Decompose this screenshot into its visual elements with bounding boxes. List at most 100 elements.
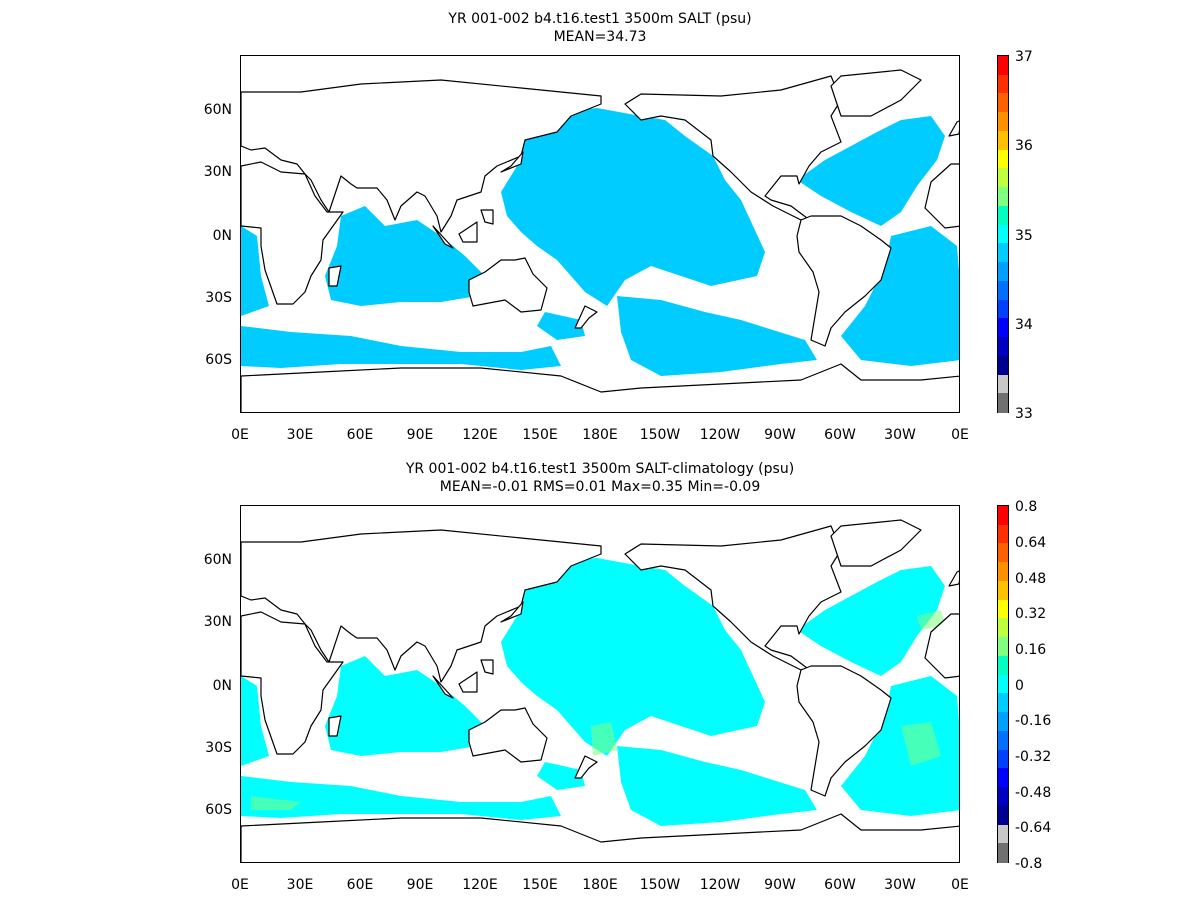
lat-label-60s: 60S	[205, 352, 232, 368]
colorbar-swatch	[998, 693, 1008, 713]
colorbar-swatch	[998, 93, 1008, 113]
ocean-basin-region	[841, 676, 959, 816]
lon-label: 150W	[639, 427, 681, 443]
lat-label-30s: 30S	[205, 290, 232, 306]
map-title: YR 001-002 b4.t16.test1 3500m SALT (psu)	[448, 11, 752, 27]
lon-label: 60E	[346, 427, 374, 443]
ocean-basin-region	[241, 226, 269, 316]
ocean-basin-region	[537, 762, 585, 790]
lon-label: 120E	[462, 427, 498, 443]
colorbar-label: 0.16	[1015, 642, 1047, 658]
coastline	[830, 519, 922, 567]
coastline	[500, 151, 524, 173]
colorbar-swatch	[998, 318, 1008, 338]
colorbar-swatch	[998, 768, 1008, 788]
lon-label: 180E	[582, 877, 618, 893]
continent-outlines	[241, 519, 959, 862]
colorbar-swatch	[998, 355, 1008, 376]
coastline	[432, 225, 454, 249]
coastline	[328, 265, 342, 287]
colorbar-label: -0.48	[1015, 785, 1052, 801]
colorbar-swatch	[998, 562, 1008, 582]
colorbar-swatch	[998, 243, 1008, 263]
lon-label: 30W	[884, 877, 916, 893]
lat-label-30n: 30N	[203, 164, 232, 180]
lon-label: 180E	[582, 427, 618, 443]
continent-outlines	[241, 69, 959, 412]
colorbar-swatch	[998, 730, 1008, 751]
ocean-basin-region	[241, 326, 561, 370]
colorbar-swatch	[998, 262, 1008, 282]
lon-label: 30E	[286, 427, 314, 443]
coastline	[458, 671, 478, 693]
lon-label: 120E	[462, 877, 498, 893]
colorbar-label: 0.32	[1015, 606, 1047, 622]
coastline	[241, 161, 344, 305]
colorbar-label: -0.32	[1015, 749, 1052, 765]
world-map-plot	[240, 55, 960, 413]
colorbar-label: 0.48	[1015, 571, 1047, 587]
salinity-map-panel: YR 001-002 b4.t16.test1 3500m SALT (psu)…	[203, 11, 1033, 443]
colorbar-swatch	[998, 618, 1008, 638]
lat-label-0n: 0N	[212, 678, 232, 694]
lon-label: 60W	[824, 877, 856, 893]
colorbar-label: -0.64	[1015, 820, 1052, 836]
colorbar-label: 0.8	[1015, 499, 1038, 515]
colorbar-swatch	[998, 168, 1008, 188]
coastline	[574, 305, 598, 329]
colorbar-swatch	[998, 74, 1008, 95]
map-title: YR 001-002 b4.t16.test1 3500m SALT-clima…	[405, 461, 795, 477]
colorbar-label: 34	[1015, 317, 1033, 333]
world-map-plot	[240, 505, 960, 863]
colorbar-swatch	[998, 543, 1008, 563]
ocean-basin-region	[325, 656, 485, 756]
colorbar-swatch	[998, 149, 1008, 169]
coastline	[948, 120, 959, 137]
colorbar-swatch	[998, 393, 1008, 413]
lon-label: 90W	[764, 877, 796, 893]
lon-label: 60W	[824, 427, 856, 443]
ocean-basin-region	[325, 206, 485, 306]
lon-label: 120W	[699, 877, 741, 893]
colorbar-swatch	[998, 374, 1008, 394]
ocean-basin-region	[617, 296, 817, 376]
coastline	[241, 611, 344, 755]
lat-label-60n: 60N	[203, 102, 232, 118]
colorbar-swatch	[998, 112, 1008, 132]
coastline	[924, 163, 959, 229]
lat-label-30n: 30N	[203, 614, 232, 630]
coastline	[830, 69, 922, 117]
colorbar-label: -0.16	[1015, 713, 1052, 729]
colorbar-swatch	[998, 187, 1008, 207]
lon-label: 30E	[286, 877, 314, 893]
colorbar-swatch	[998, 580, 1008, 601]
colorbar-swatch	[998, 712, 1008, 732]
colorbar-swatch	[998, 299, 1008, 319]
lon-label: 120W	[699, 427, 741, 443]
ocean-salinity-field	[241, 108, 959, 376]
colorbar-swatch	[998, 524, 1008, 545]
colorbar-swatch	[998, 205, 1008, 226]
colorbar-swatch	[998, 749, 1008, 769]
lon-label: 0E	[231, 877, 249, 893]
colorbar-swatch	[998, 637, 1008, 657]
coastline	[796, 215, 892, 347]
ocean-basin-region	[501, 558, 765, 756]
map-subtitle-stats: MEAN=34.73	[553, 29, 647, 45]
coastline	[924, 613, 959, 679]
coastline	[796, 665, 892, 797]
colorbar-swatch	[998, 280, 1008, 301]
colorbar-swatch	[998, 674, 1008, 694]
coastline	[468, 707, 548, 763]
ocean-basin-region	[537, 312, 585, 340]
lon-label: 30W	[884, 427, 916, 443]
ocean-basin-region	[797, 116, 945, 226]
ocean-basin-region	[841, 226, 959, 366]
positive-anomaly-patch	[251, 796, 301, 810]
colorbar-label: 0.64	[1015, 535, 1047, 551]
colorbar-label: 33	[1015, 406, 1033, 422]
lon-label: 150E	[522, 427, 558, 443]
coastline	[480, 659, 494, 675]
coastline	[468, 257, 548, 313]
colorbar-swatch	[998, 599, 1008, 619]
